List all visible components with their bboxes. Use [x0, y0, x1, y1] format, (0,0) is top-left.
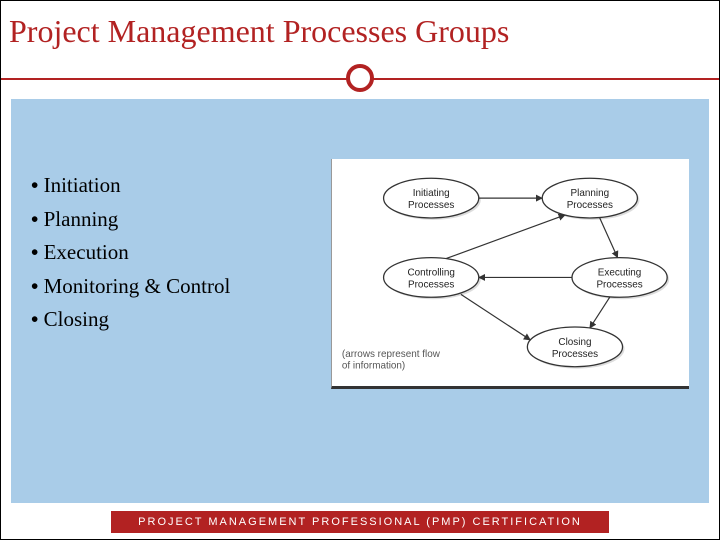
svg-text:Initiating: Initiating: [413, 188, 450, 199]
slide-title: Project Management Processes Groups: [1, 1, 719, 58]
svg-text:Planning: Planning: [571, 188, 610, 199]
list-item: Closing: [31, 303, 311, 337]
list-item: Initiation: [31, 169, 311, 203]
footer-bar: PROJECT MANAGEMENT PROFESSIONAL (PMP) CE…: [111, 511, 609, 533]
diagram-node-executing: ExecutingProcesses: [572, 258, 669, 300]
list-item: Execution: [31, 236, 311, 270]
svg-text:Controlling: Controlling: [407, 267, 454, 278]
divider-circle-icon: [346, 64, 374, 92]
diagram-caption: of information): [342, 361, 405, 372]
slide-container: Project Management Processes Groups Init…: [0, 0, 720, 540]
diagram-node-planning: PlanningProcesses: [542, 178, 639, 220]
svg-text:Processes: Processes: [408, 200, 454, 211]
diagram-node-closing: ClosingProcesses: [527, 327, 624, 369]
diagram-edge: [600, 218, 618, 258]
list-item: Planning: [31, 203, 311, 237]
svg-text:Processes: Processes: [596, 279, 642, 290]
svg-text:Processes: Processes: [567, 200, 613, 211]
list-item: Monitoring & Control: [31, 270, 311, 304]
diagram-node-controlling: ControllingProcesses: [384, 258, 481, 300]
svg-text:Executing: Executing: [598, 267, 642, 278]
diagram-edge: [461, 294, 530, 340]
diagram-edge: [590, 297, 610, 328]
bullet-list: Initiation Planning Execution Monitoring…: [31, 169, 311, 483]
title-divider: [1, 64, 719, 94]
diagram-caption: (arrows represent flow: [342, 349, 441, 360]
svg-text:Processes: Processes: [408, 279, 454, 290]
content-area: Initiation Planning Execution Monitoring…: [11, 99, 709, 503]
diagram-node-initiating: InitiatingProcesses: [384, 178, 481, 220]
process-diagram: InitiatingProcessesPlanningProcessesCont…: [331, 159, 689, 389]
svg-text:Processes: Processes: [552, 349, 598, 360]
diagram-svg: InitiatingProcessesPlanningProcessesCont…: [332, 159, 689, 386]
diagram-edge: [446, 215, 565, 259]
svg-text:Closing: Closing: [558, 337, 591, 348]
